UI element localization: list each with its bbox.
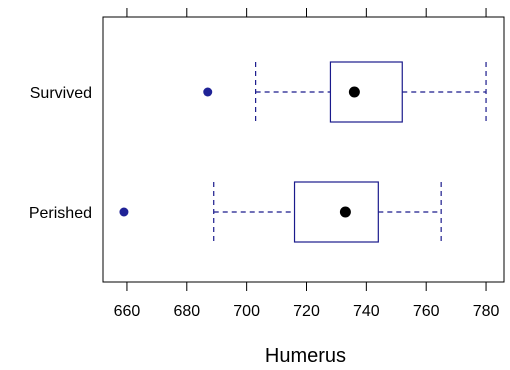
outlier-point [203, 87, 213, 97]
x-tick-label: 660 [114, 303, 141, 320]
outlier-point [119, 207, 129, 217]
x-axis-title: Humerus [265, 345, 346, 367]
median-point [348, 86, 360, 98]
median-point [339, 206, 351, 218]
x-tick-label: 780 [473, 303, 500, 320]
box [329, 61, 403, 123]
x-tick-label: 740 [353, 303, 380, 320]
category-label: Perished [29, 205, 92, 222]
plot-frame [102, 16, 505, 283]
box [293, 181, 379, 243]
category-label: Survived [30, 85, 92, 102]
x-tick-label: 700 [233, 303, 260, 320]
x-tick-label: 680 [173, 303, 200, 320]
x-tick-label: 760 [413, 303, 440, 320]
x-tick-label: 720 [293, 303, 320, 320]
